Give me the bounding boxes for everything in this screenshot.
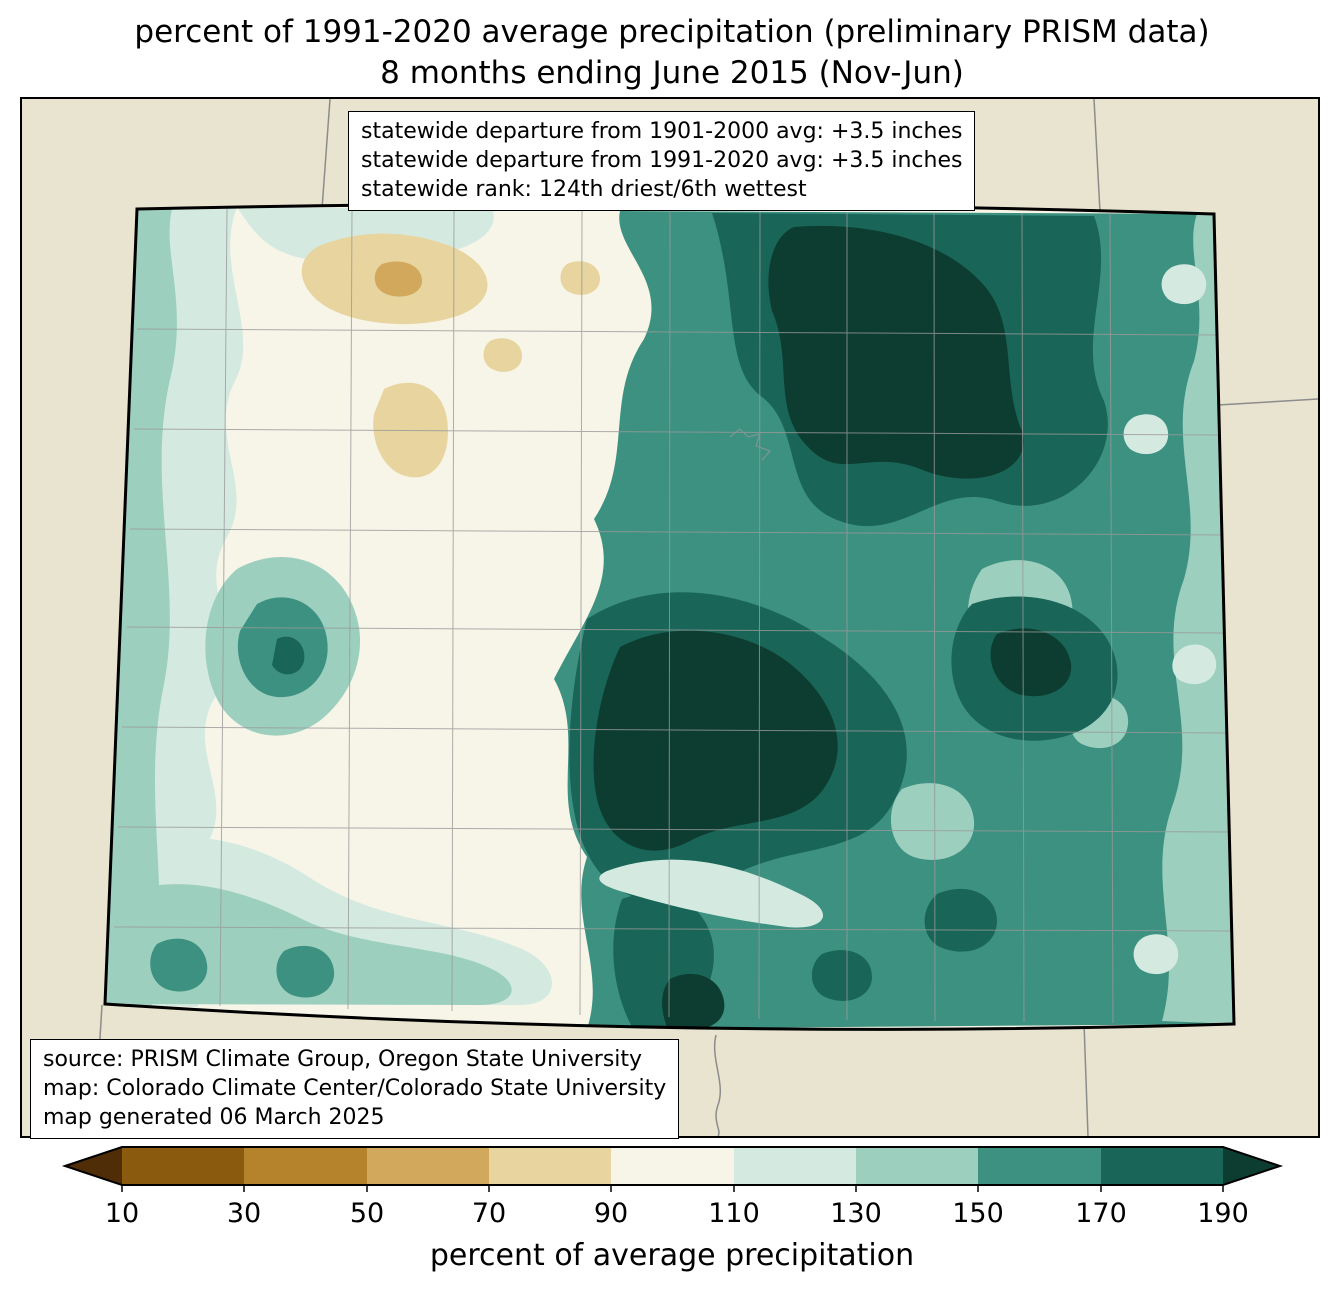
- tick-label-190: 190: [1197, 1198, 1249, 1229]
- stats-line-2: statewide departure from 1991-2020 avg: …: [361, 148, 963, 174]
- tick-label-30: 30: [226, 1198, 262, 1229]
- contour-region: [110, 884, 512, 1005]
- colorbar-segment: [489, 1147, 612, 1185]
- contour-region: [990, 628, 1072, 697]
- tick-label-150: 150: [952, 1198, 1004, 1229]
- source-box: source: PRISM Climate Group, Oregon Stat…: [30, 1039, 680, 1140]
- colorbar-axis-label: percent of average precipitation: [429, 1238, 915, 1273]
- contour-region: [811, 888, 997, 1001]
- colorbar-segment: [244, 1147, 368, 1185]
- contour-region: [593, 630, 838, 851]
- stats-line-3: statewide rank: 124th driest/6th wettest: [361, 177, 807, 203]
- contour-region: [374, 261, 422, 297]
- contour-region: [1123, 264, 1217, 975]
- contour-region: [1162, 214, 1234, 1024]
- precipitation-contours: [105, 204, 1234, 1030]
- colorbar-segment: [367, 1147, 490, 1185]
- source-line-2: map: Colorado Climate Center/Colorado St…: [43, 1076, 667, 1102]
- contour-region: [662, 973, 725, 1030]
- contour-region: [483, 261, 600, 372]
- contour-region: [768, 225, 1024, 479]
- colorbar-segment: [122, 1147, 245, 1185]
- source-line-1: source: PRISM Climate Group, Oregon Stat…: [43, 1047, 643, 1072]
- colorbar-segment: [856, 1147, 979, 1185]
- stats-box: statewide departure from 1901-2000 avg: …: [348, 111, 976, 212]
- county-lines: [113, 208, 1234, 1024]
- colorbar-over-arrow: [1223, 1147, 1280, 1185]
- tick-label-10: 10: [104, 1198, 140, 1229]
- colorbar-ticks: [121, 1185, 1224, 1192]
- colorbar-segment: [734, 1147, 857, 1185]
- tick-label-170: 170: [1075, 1198, 1127, 1229]
- tick-label-70: 70: [471, 1198, 507, 1229]
- contour-region: [106, 209, 177, 1005]
- source-line-3: map generated 06 March 2025: [43, 1105, 385, 1131]
- map-panel: statewide departure from 1901-2000 avg: …: [20, 97, 1320, 1140]
- map-title-line2: 8 months ending June 2015 (Nov-Jun): [380, 55, 964, 91]
- colorbar-segment: [978, 1147, 1102, 1185]
- contour-region: [599, 859, 824, 928]
- contour-region: [272, 636, 305, 675]
- stats-line-1: statewide departure from 1901-2000 avg: …: [361, 119, 963, 144]
- tick-label-130: 130: [830, 1198, 882, 1229]
- colorbar-segment: [611, 1147, 735, 1185]
- colorado-precipitation-map: [22, 99, 1318, 1136]
- tick-label-90: 90: [593, 1198, 629, 1229]
- tick-label-50: 50: [349, 1198, 385, 1229]
- colorbar-under-arrow: [65, 1147, 122, 1185]
- colorbar-segment: [1101, 1147, 1223, 1185]
- tick-label-110: 110: [708, 1198, 760, 1229]
- map-title-line1: percent of 1991-2020 average precipitati…: [134, 14, 1210, 50]
- colorbar: [61, 1146, 1284, 1192]
- contour-region: [150, 938, 335, 998]
